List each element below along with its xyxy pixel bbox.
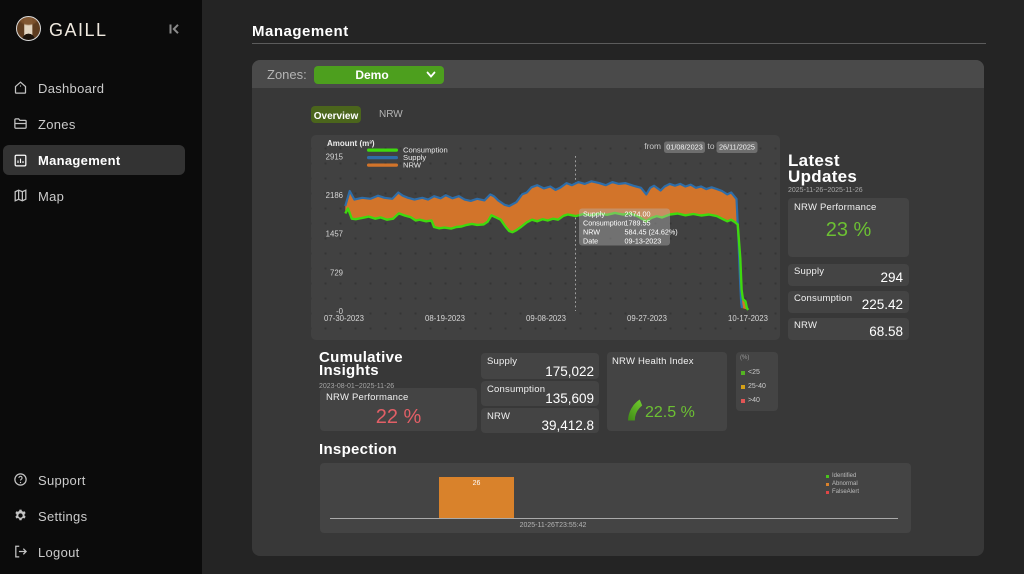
svg-text:729: 729 xyxy=(330,269,343,278)
svg-text:1789.55: 1789.55 xyxy=(625,219,651,228)
svg-text:10-17-2023: 10-17-2023 xyxy=(728,314,768,323)
svg-text:Consumption: Consumption xyxy=(403,145,448,154)
svg-text:2186: 2186 xyxy=(326,191,343,200)
svg-text:Consumption: Consumption xyxy=(583,219,625,228)
svg-text:584.45 (24.62%): 584.45 (24.62%) xyxy=(625,228,678,237)
svg-text:09-27-2023: 09-27-2023 xyxy=(627,314,667,323)
svg-text:-0: -0 xyxy=(336,307,344,316)
svg-text:NRW: NRW xyxy=(403,160,422,169)
svg-text:Amount (m³): Amount (m³) xyxy=(327,139,375,148)
svg-text:07-30-2023: 07-30-2023 xyxy=(324,314,364,323)
svg-text:2915: 2915 xyxy=(326,153,344,162)
svg-text:from: from xyxy=(644,141,661,151)
svg-text:Supply: Supply xyxy=(583,210,605,219)
svg-text:26/11/2025: 26/11/2025 xyxy=(719,143,755,152)
svg-text:01/08/2023: 01/08/2023 xyxy=(666,143,703,152)
svg-text:2374.00: 2374.00 xyxy=(625,210,651,219)
svg-text:to: to xyxy=(708,141,715,151)
svg-text:09-13-2023: 09-13-2023 xyxy=(625,237,662,246)
svg-text:1457: 1457 xyxy=(326,230,343,239)
svg-text:Date: Date xyxy=(583,237,598,246)
svg-text:09-08-2023: 09-08-2023 xyxy=(526,314,566,323)
svg-text:Supply: Supply xyxy=(403,153,426,162)
svg-text:08-19-2023: 08-19-2023 xyxy=(425,314,465,323)
svg-text:NRW: NRW xyxy=(583,228,600,237)
